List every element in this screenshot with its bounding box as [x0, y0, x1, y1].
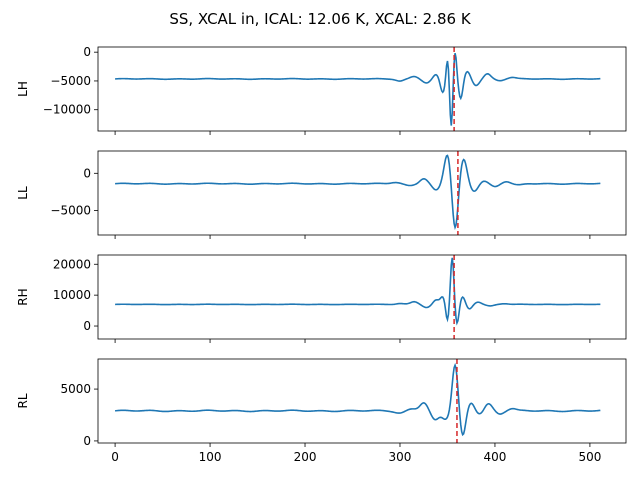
y-tick-label: 0: [83, 434, 91, 448]
y-tick-label: −5000: [50, 203, 91, 217]
y-tick-label: 0: [83, 45, 91, 59]
subplot-rl: 0 5000 0 100 200 300 400 500 RL: [16, 358, 627, 464]
trace-line-lh: [115, 52, 601, 126]
x-tick-label: 400: [483, 450, 506, 464]
y-tick-label: −10000: [43, 103, 91, 117]
y-tick-label: 20000: [53, 257, 91, 271]
y-tick-label: 10000: [53, 288, 91, 302]
y-axis-label-rl: RL: [16, 393, 30, 408]
y-tick-label: 0: [83, 166, 91, 180]
y-axis-label-lh: LH: [16, 81, 30, 97]
y-tick-label: 0: [83, 319, 91, 333]
axes-frame: [97, 46, 627, 132]
axes-frame: [97, 358, 627, 444]
axes-frame: [97, 150, 627, 236]
y-axis-label-ll: LL: [16, 186, 30, 200]
trace-line-rl: [115, 362, 601, 437]
x-tick-label: 0: [111, 450, 119, 464]
axes-frame: [97, 254, 627, 340]
y-tick-label: −5000: [50, 74, 91, 88]
x-tick-label: 200: [294, 450, 317, 464]
trace-line-rh: [115, 257, 601, 326]
subplot-rh: 0 10000 20000 RH: [16, 254, 627, 343]
x-tick-label: 300: [389, 450, 412, 464]
figure-title: SS, XCAL in, ICAL: 12.06 K, XCAL: 2.86 K: [169, 10, 472, 28]
subplot-lh: 0 −5000 −10000 LH: [16, 45, 627, 135]
y-tick-label: 5000: [60, 382, 91, 396]
x-tick-label: 100: [199, 450, 222, 464]
subplot-ll: 0 −5000 LL: [16, 150, 627, 239]
y-axis-label-rh: RH: [16, 288, 30, 305]
x-tick-label: 500: [578, 450, 601, 464]
trace-line-ll: [115, 154, 601, 231]
